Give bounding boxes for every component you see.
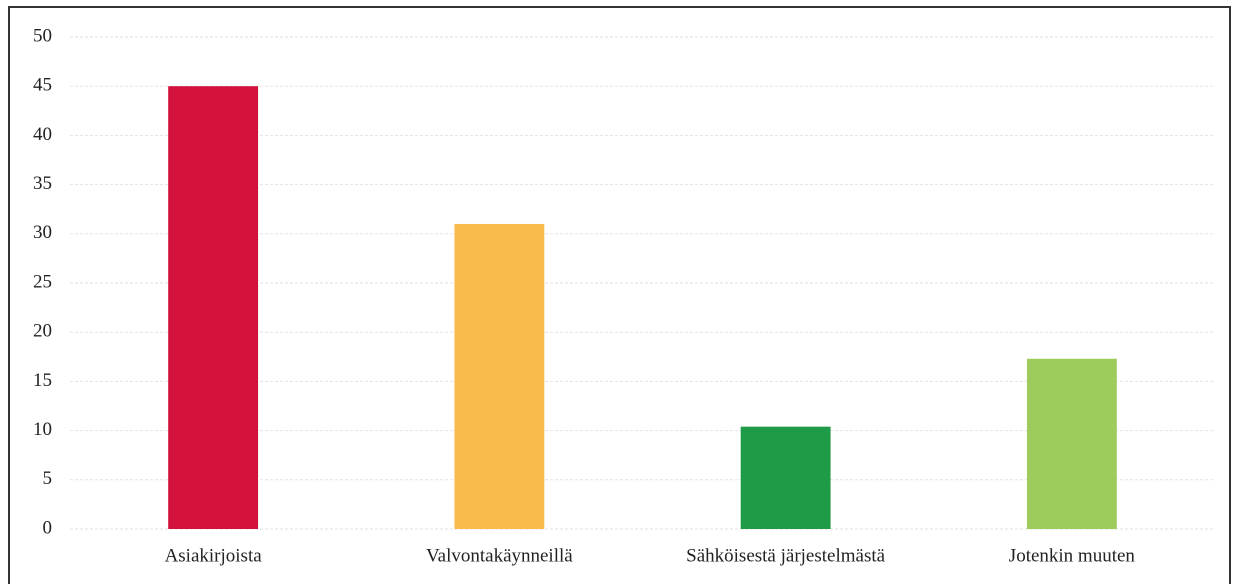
- y-tick-label: 0: [43, 517, 53, 538]
- bar: [454, 223, 545, 529]
- x-tick-label: Sähköisestä järjestelmästä: [686, 545, 885, 566]
- y-tick-label: 35: [33, 173, 52, 194]
- y-tick-label: 25: [33, 271, 52, 292]
- bar: [1026, 358, 1117, 529]
- y-tick-label: 15: [33, 370, 52, 391]
- x-tick-label: Valvontakäynneillä: [426, 545, 573, 566]
- y-tick-label: 10: [33, 419, 52, 440]
- y-tick-label: 20: [33, 321, 52, 342]
- y-tick-label: 40: [33, 124, 52, 145]
- x-tick-label: Asiakirjoista: [165, 545, 263, 566]
- y-tick-label: 5: [43, 468, 53, 489]
- bar: [168, 86, 259, 529]
- y-tick-label: 45: [33, 75, 52, 96]
- y-tick-label: 30: [33, 222, 52, 243]
- bar: [740, 426, 831, 529]
- y-tick-label: 50: [33, 25, 52, 46]
- x-tick-label: Jotenkin muuten: [1009, 545, 1136, 566]
